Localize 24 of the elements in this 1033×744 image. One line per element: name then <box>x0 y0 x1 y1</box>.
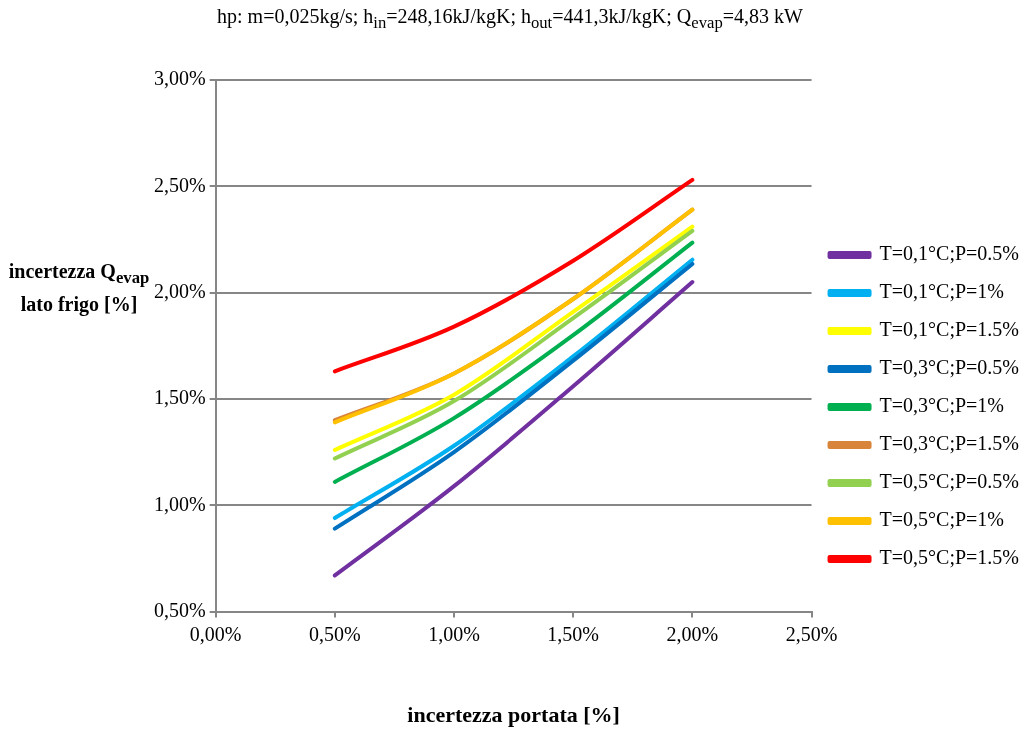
legend-label: T=0,5°C;P=0.5% <box>879 470 1019 493</box>
y-tick-label: 1,50% <box>153 386 206 409</box>
y-tick-label: 0,50% <box>153 598 206 621</box>
legend-label: T=0,5°C;P=1.5% <box>879 546 1019 569</box>
x-axis-title: incertezza portata [%] <box>407 702 620 728</box>
x-tick-label: 1,50% <box>547 622 600 645</box>
x-tick-label: 2,00% <box>666 622 719 645</box>
y-axis-title: incertezza Q$_{evap}$ lato frigo [%] <box>7 259 151 317</box>
x-tick-label: 1,00% <box>428 622 480 645</box>
legend-label: T=0,1°C;P=1% <box>879 280 1004 303</box>
legend-label: T=0,1°C;P=1.5% <box>879 318 1019 341</box>
y-tick-label: 1,00% <box>153 492 206 515</box>
y-tick-label: 3,00% <box>153 67 206 90</box>
x-tick-label: 0,00% <box>189 622 242 645</box>
y-tick-label: 2,50% <box>153 173 206 196</box>
legend-label: T=0,3°C;P=1.5% <box>879 432 1019 455</box>
legend-label: T=0,1°C;P=0.5% <box>879 242 1019 265</box>
y-tick-label: 2,00% <box>153 279 206 302</box>
legend-label: T=0,3°C;P=0.5% <box>879 356 1019 379</box>
x-tick-label: 2,50% <box>785 622 838 645</box>
chart-title: hp: m=0,025kg/s; h$_{in}$=248,16kJ/kgK; h$_{out}$=441,3kJ/kgK; Q$_{evap}$=4,83 kW <box>216 4 804 34</box>
legend-label: T=0,5°C;P=1% <box>879 508 1004 531</box>
x-tick-label: 0,50% <box>309 622 361 645</box>
legend-label: T=0,3°C;P=1% <box>879 394 1004 417</box>
